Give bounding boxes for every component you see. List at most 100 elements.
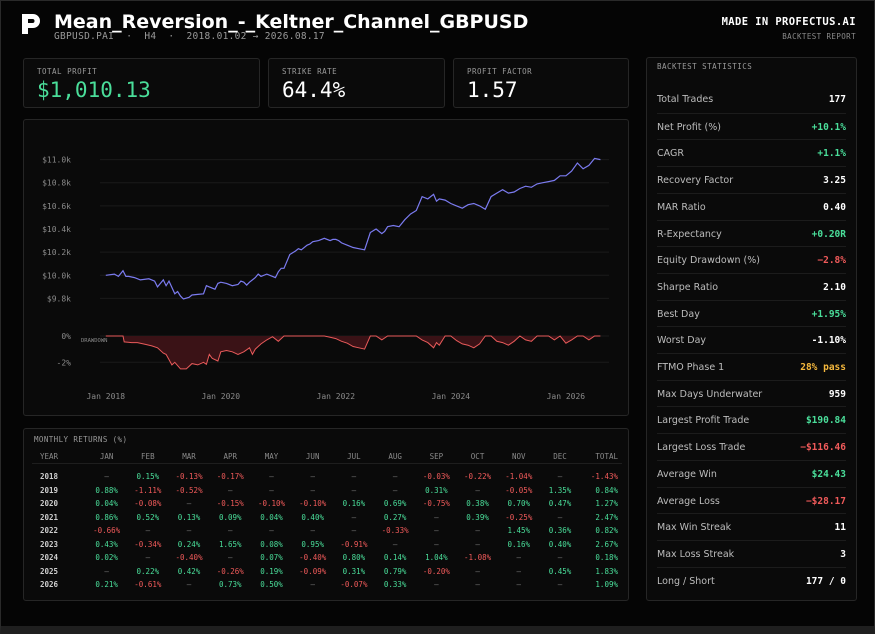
y-tick-label: $10.0k xyxy=(42,271,71,280)
return-cell: -0.20% xyxy=(422,566,450,576)
stat-value: +1.1% xyxy=(817,148,846,160)
kpi-label: PROFIT FACTOR xyxy=(467,67,533,76)
stat-value: -1.10% xyxy=(811,335,846,347)
return-cell: -1.08% xyxy=(464,553,492,563)
return-cell: 0.39% xyxy=(466,512,489,522)
table-row: 2018 — 0.15% -0.13% -0.17% — — — — -0.03% -0.22% -1… xyxy=(32,464,622,484)
return-cell: -0.52% xyxy=(175,485,203,495)
return-cell: -0.26% xyxy=(216,566,244,576)
column-header: APR xyxy=(209,449,251,464)
return-cell: — xyxy=(475,580,480,590)
stat-row: Total Trades 177 xyxy=(657,86,846,113)
return-cell: 0.22% xyxy=(136,566,160,576)
stat-label: R-Expectancy xyxy=(657,228,722,240)
return-cell: -0.91% xyxy=(340,539,368,549)
column-header: NOV xyxy=(498,449,540,464)
y-tick-label: $10.8k xyxy=(42,179,71,188)
stat-row: Equity Drawdown (%) −2.8% xyxy=(657,246,846,273)
return-cell: 0.02% xyxy=(95,553,118,563)
return-cell: — xyxy=(228,526,233,536)
stat-label: Worst Day xyxy=(657,335,707,347)
x-tick-label: Jan 2022 xyxy=(317,392,356,401)
return-cell: — xyxy=(186,499,192,509)
return-cell: -0.33% xyxy=(381,526,409,536)
return-cell: — xyxy=(557,553,563,563)
stat-row: Sharpe Ratio 2.10 xyxy=(657,272,846,300)
return-cell: — xyxy=(351,485,357,495)
equity-drawdown-chart: $9.8k $10.0k $10.2k $10.4k $10.6k $10.8k $11.0… xyxy=(42,156,609,401)
return-cell: 0.21% xyxy=(95,580,118,590)
return-cell: 0.50% xyxy=(260,580,283,590)
y-tick-label: $9.8k xyxy=(47,294,71,303)
report-label: BACKTEST REPORT xyxy=(782,32,856,41)
return-cell: -0.22% xyxy=(464,472,492,482)
x-tick-label: Jan 2024 xyxy=(432,392,471,401)
stat-row: R-Expectancy +0.20R xyxy=(657,219,846,247)
return-cell: — xyxy=(228,485,233,495)
stat-row: Net Profit (%) +10.1% xyxy=(657,112,846,140)
return-cell: -0.34% xyxy=(134,539,162,549)
table-row: 2025 — 0.22% 0.42% -0.26% 0.19% -0.09% 0.31% 0.7… xyxy=(32,565,622,579)
return-cell: — xyxy=(104,566,109,576)
return-cell: 0.19% xyxy=(260,566,283,576)
return-cell: -1.43% xyxy=(590,472,618,482)
return-cell: 0.13% xyxy=(177,512,201,522)
return-cell: 0.04% xyxy=(95,499,118,509)
return-cell: 0.40% xyxy=(548,539,572,549)
kpi-profit-factor: PROFIT FACTOR 1.57 xyxy=(453,58,629,108)
table-row: 2020 0.04% -0.08% — -0.15% -0.10% -0.10% 0.16% 0… xyxy=(32,497,622,511)
column-header: MAY xyxy=(250,449,293,464)
stat-row: CAGR +1.1% xyxy=(657,139,846,166)
stat-row: Largest Profit Trade $190.84 xyxy=(657,406,846,433)
return-cell: 0.43% xyxy=(95,539,118,549)
return-cell: — xyxy=(434,580,439,590)
return-cell: 0.47% xyxy=(548,499,572,509)
column-header: JUL xyxy=(333,449,375,464)
return-cell: 0.52% xyxy=(136,512,160,522)
return-cell: -0.61% xyxy=(134,580,162,590)
return-cell: 0.33% xyxy=(383,580,407,590)
year-cell: 2019 xyxy=(40,485,59,495)
stat-value: 3 xyxy=(840,548,846,560)
return-cell: -0.66% xyxy=(93,526,121,536)
stat-row: Max Loss Streak 3 xyxy=(657,539,846,567)
return-cell: 0.18% xyxy=(595,553,618,563)
return-cell: -0.03% xyxy=(422,472,450,482)
stat-row: Worst Day -1.10% xyxy=(657,326,846,353)
return-cell: 0.82% xyxy=(595,526,618,536)
return-cell: — xyxy=(310,485,315,495)
kpi-label: TOTAL PROFIT xyxy=(37,67,98,76)
return-cell: — xyxy=(269,472,274,482)
stat-value: −$28.17 xyxy=(805,495,846,507)
stat-value: 177 / 0 xyxy=(805,575,846,587)
return-cell: 0.84% xyxy=(595,485,618,495)
return-cell: — xyxy=(516,553,522,563)
stat-value: 2.10 xyxy=(823,281,846,293)
stat-row: Max Days Underwater 959 xyxy=(657,379,846,407)
year-cell: 2021 xyxy=(40,512,59,522)
stat-label: Sharpe Ratio xyxy=(657,281,719,293)
backtest-statistics-card: BACKTEST STATISTICS Total Trades 177 Net P… xyxy=(646,57,857,601)
column-header: JAN xyxy=(86,449,128,464)
y-tick-label: 0% xyxy=(61,332,71,341)
return-cell: — xyxy=(475,485,480,495)
return-cell: -0.75% xyxy=(422,499,450,509)
year-cell: 2025 xyxy=(40,566,59,576)
return-cell: 0.04% xyxy=(260,512,283,522)
stat-value: −$116.46 xyxy=(800,442,846,454)
x-tick-label: Jan 2018 xyxy=(86,392,125,401)
return-cell: 0.07% xyxy=(260,553,283,563)
return-cell: — xyxy=(557,472,563,482)
return-cell: — xyxy=(351,526,357,536)
stat-label: Total Trades xyxy=(657,94,714,105)
date-range: 2018.01.02 → 2026.08.17 xyxy=(186,31,325,42)
return-cell: — xyxy=(186,526,192,536)
stat-row: Recovery Factor 3.25 xyxy=(657,166,846,193)
return-cell: -0.40% xyxy=(299,553,327,563)
stat-label: MAR Ratio xyxy=(657,201,706,213)
return-cell: 0.27% xyxy=(383,512,407,522)
strategy-subtitle: GBPUSD.PAI · H4 · 2018.01.02 → 2026.08.1… xyxy=(54,31,325,42)
symbol: GBPUSD.PAI xyxy=(54,31,115,42)
return-cell: 0.80% xyxy=(342,553,366,563)
return-cell: 0.16% xyxy=(342,499,366,509)
